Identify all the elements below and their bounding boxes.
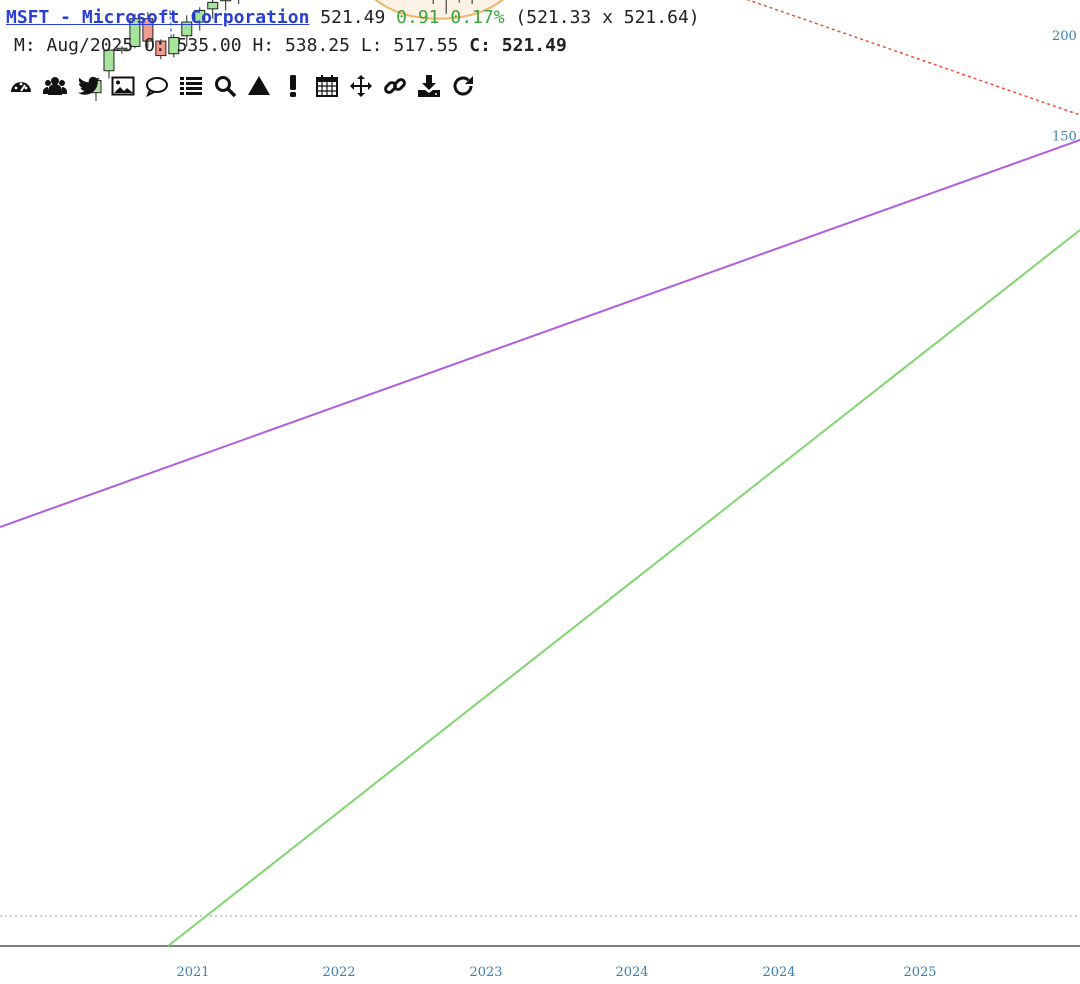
grid-lines xyxy=(0,915,1080,947)
candle-body xyxy=(194,9,206,23)
list-icon[interactable] xyxy=(176,72,206,100)
candle-body xyxy=(129,18,141,47)
candle xyxy=(207,0,219,19)
symbol-title-link[interactable]: MSFT - Microsoft Corporation xyxy=(6,7,310,28)
x-axis: 2021 2022 2023 2024 2024 2025 xyxy=(176,965,936,980)
download-icon[interactable] xyxy=(414,72,444,100)
cup-pattern xyxy=(374,0,504,20)
users-icon[interactable] xyxy=(40,72,70,100)
candle xyxy=(181,15,193,47)
candle xyxy=(168,34,180,58)
x-tick-label: 2023 xyxy=(469,965,502,980)
y-tick-label: 200 xyxy=(1052,29,1077,44)
candle-body xyxy=(220,0,232,2)
candle xyxy=(194,7,206,31)
candle xyxy=(142,12,154,49)
candle xyxy=(103,48,115,79)
period-label: M: Aug/2025 xyxy=(14,35,134,56)
candle-body xyxy=(103,49,115,72)
candle-body xyxy=(142,18,154,42)
candle-body xyxy=(116,47,128,51)
trendlines xyxy=(0,0,1080,947)
candle-body xyxy=(155,40,167,57)
calendar-icon[interactable] xyxy=(312,72,342,100)
x-tick-label: 2021 xyxy=(176,965,209,980)
move-icon[interactable] xyxy=(346,72,376,100)
dashboard-icon[interactable] xyxy=(6,72,36,100)
candle xyxy=(129,13,141,49)
x-tick-label: 2022 xyxy=(322,965,355,980)
search-icon[interactable] xyxy=(210,72,240,100)
close-label: C: xyxy=(469,35,491,56)
candle xyxy=(155,39,167,60)
x-tick-label: 2024 xyxy=(762,965,795,980)
candle xyxy=(220,0,232,11)
candle xyxy=(238,0,240,4)
price-change-pct: 0.17% xyxy=(450,7,505,28)
high-value: H: 538.25 xyxy=(252,35,350,56)
chart-toolbar xyxy=(6,72,478,100)
x-tick-label: 2025 xyxy=(903,965,936,980)
purple-trendline xyxy=(0,139,1080,528)
open-value: O: 535.00 xyxy=(144,35,242,56)
candle-body xyxy=(181,21,193,37)
quote-header: MSFT - Microsoft Corporation 521.49 0.91… xyxy=(6,6,700,58)
y-tick-label: 150 xyxy=(1052,130,1077,145)
twitter-icon[interactable] xyxy=(74,72,104,100)
image-icon[interactable] xyxy=(108,72,138,100)
bid-ask: (521.33 x 521.64) xyxy=(515,7,700,28)
price-change: 0.91 xyxy=(396,7,440,28)
close-value: 521.49 xyxy=(501,35,567,56)
exclamation-icon[interactable] xyxy=(278,72,308,100)
y-axis: 150200250300350400450500550600650700 xyxy=(1052,29,1077,145)
ohlc-line: M: Aug/2025 O: 535.00 H: 538.25 L: 517.5… xyxy=(6,34,700,58)
red-dotted-trendline xyxy=(746,0,1080,116)
candle xyxy=(445,0,447,14)
low-value: L: 517.55 xyxy=(360,35,459,56)
quote-line: MSFT - Microsoft Corporation 521.49 0.91… xyxy=(6,6,700,30)
last-price: 521.49 xyxy=(320,7,386,28)
x-tick-label: 2024 xyxy=(615,965,648,980)
link-icon[interactable] xyxy=(380,72,410,100)
comment-icon[interactable] xyxy=(142,72,172,100)
candle-body xyxy=(168,37,180,55)
triangle-icon[interactable] xyxy=(244,72,274,100)
candle-body xyxy=(207,1,219,10)
refresh-icon[interactable] xyxy=(448,72,478,100)
candle xyxy=(116,46,128,54)
green-trendline xyxy=(167,229,1080,947)
